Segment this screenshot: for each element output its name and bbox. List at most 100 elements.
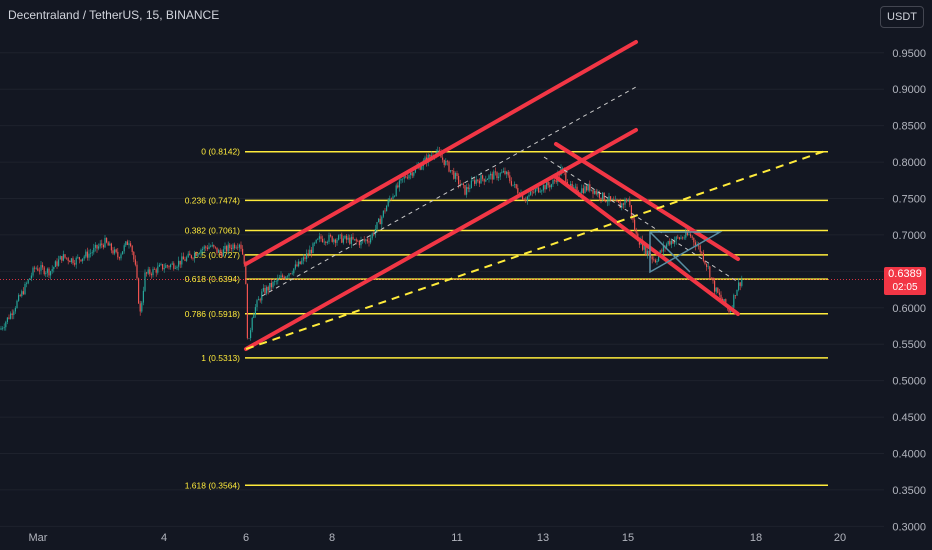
candle-body <box>605 200 607 202</box>
candle-body <box>11 313 13 315</box>
candle-body <box>658 255 660 261</box>
y-tick-label: 0.6000 <box>892 303 926 315</box>
candle-body <box>130 243 132 246</box>
bar-countdown: 02:05 <box>892 282 918 293</box>
candle-body <box>496 172 498 179</box>
candle-body <box>328 235 330 242</box>
candle-body <box>376 222 378 229</box>
candle-body <box>347 237 349 240</box>
candle-body <box>309 249 311 255</box>
candle-body <box>368 241 370 243</box>
candle-body <box>738 282 740 290</box>
candle-body <box>334 239 336 243</box>
candle-body <box>693 237 695 243</box>
candle-body <box>555 180 557 183</box>
x-tick-label: 13 <box>537 532 549 544</box>
candle-body <box>456 173 458 176</box>
candle-body <box>120 254 122 259</box>
candle-body <box>398 180 400 188</box>
candle-body <box>147 269 149 274</box>
candle-body <box>382 210 384 217</box>
dashed-white-midline <box>261 86 637 297</box>
candle-body <box>443 159 445 165</box>
candle-body <box>477 179 479 181</box>
candle-body <box>213 245 215 247</box>
candle-body <box>123 245 125 252</box>
candle-body <box>163 268 165 270</box>
candle-body <box>725 299 727 306</box>
candle-body <box>470 180 472 189</box>
candle-body <box>670 240 672 245</box>
candle-body <box>603 192 605 201</box>
candle-body <box>74 263 76 265</box>
candle-body <box>226 246 228 252</box>
candle-body <box>27 279 29 284</box>
candle-body <box>184 259 186 261</box>
candle-body <box>733 295 735 308</box>
candle-body <box>424 157 426 161</box>
candle-body <box>707 266 709 268</box>
candle-body <box>392 196 394 199</box>
candle-body <box>158 264 160 267</box>
candle-body <box>277 278 279 282</box>
candle-body <box>110 243 112 251</box>
candle-body <box>282 275 284 278</box>
candle-body <box>322 238 324 243</box>
candle-body <box>179 260 181 265</box>
fib-level-label: 0.382 (0.7061) <box>185 225 240 235</box>
candle-body <box>453 170 455 179</box>
candle-body <box>702 252 704 261</box>
candle-body <box>717 287 719 293</box>
candle-body <box>490 173 492 176</box>
candle-body <box>0 328 2 330</box>
candle-body <box>125 241 127 246</box>
candle-body <box>34 267 36 269</box>
candle-body <box>475 179 477 184</box>
candle-body <box>709 266 711 278</box>
candle-body <box>494 171 496 173</box>
candle-body <box>46 268 48 273</box>
candle-body <box>259 299 261 301</box>
candle-body <box>483 178 485 182</box>
candle-body <box>318 236 320 239</box>
candle-body <box>358 241 360 246</box>
candle-body <box>165 265 167 269</box>
candle-body <box>112 250 114 254</box>
candle-body <box>546 181 548 190</box>
currency-selector[interactable]: USDT <box>880 6 924 28</box>
candle-body <box>669 241 671 245</box>
candle-body <box>56 261 58 266</box>
candle-body <box>627 199 629 202</box>
candle-body <box>99 243 101 247</box>
candle-body <box>678 237 680 239</box>
candle-body <box>682 237 684 239</box>
candle-body <box>264 287 266 294</box>
candle-body <box>230 247 232 250</box>
candle-body <box>610 196 612 200</box>
candle-body <box>290 273 292 275</box>
candle-body <box>552 180 554 185</box>
candle-body <box>515 184 517 189</box>
candle-body <box>365 239 367 241</box>
fib-level-label: 0.5 (0.6727) <box>194 250 240 260</box>
trend-drawings <box>244 40 829 351</box>
candle-body <box>510 181 512 186</box>
candle-body <box>133 251 135 260</box>
candle-body <box>526 196 528 201</box>
candle-body <box>14 307 16 312</box>
candle-body <box>85 251 87 257</box>
y-tick-label: 0.7500 <box>892 194 926 206</box>
candle-body <box>613 199 615 201</box>
candle-body <box>342 238 344 243</box>
candle-body <box>614 199 616 201</box>
candle-body <box>269 282 271 291</box>
candle-body <box>262 287 264 292</box>
candle-body <box>187 253 189 258</box>
candle-body <box>5 321 7 328</box>
candle-body <box>285 276 287 279</box>
candle-body <box>445 160 447 165</box>
candle-body <box>253 314 255 318</box>
candle-body <box>270 282 272 288</box>
candle-body <box>280 275 282 278</box>
